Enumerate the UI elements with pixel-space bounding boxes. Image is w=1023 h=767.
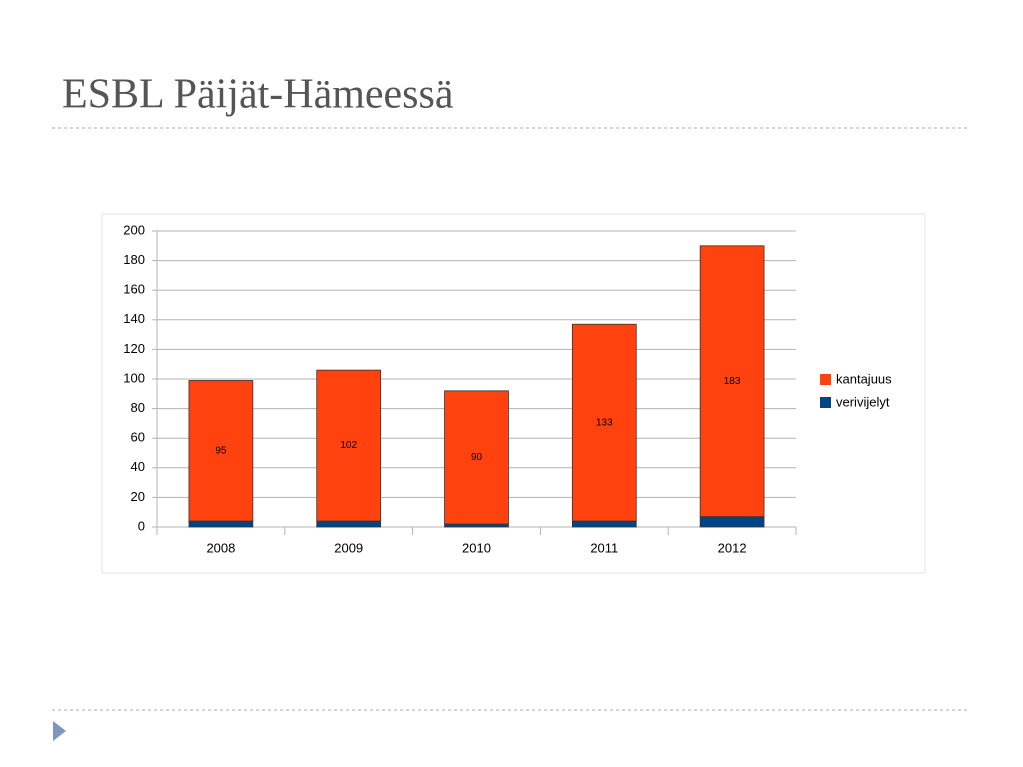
bar-segment <box>316 369 382 522</box>
y-tick-label: 20 <box>131 489 145 504</box>
y-tick-label: 100 <box>123 370 145 385</box>
x-tick-label: 2010 <box>462 540 491 555</box>
y-tick-label: 60 <box>131 430 145 445</box>
x-tick-label: 2012 <box>718 540 747 555</box>
y-tick-label: 180 <box>123 252 145 267</box>
legend-label: verivijelyt <box>836 394 890 409</box>
x-tick-label: 2008 <box>206 540 235 555</box>
legend-label: kantajuus <box>836 371 892 386</box>
data-label: 102 <box>340 440 357 451</box>
y-tick-label: 140 <box>123 311 145 326</box>
x-tick-label: 2009 <box>334 540 363 555</box>
bar-segment <box>699 245 765 518</box>
bar-segment <box>699 516 765 528</box>
bar-segment <box>444 390 509 525</box>
y-tick-label: 0 <box>138 518 145 533</box>
y-tick-label: 200 <box>123 222 145 237</box>
bullet-icon <box>53 721 66 741</box>
slide-title: ESBL Päijät-Hämeessä <box>62 72 454 118</box>
data-label: 183 <box>724 376 741 387</box>
legend-swatch <box>820 374 831 385</box>
data-label: 90 <box>471 452 483 463</box>
bar-segment <box>444 523 509 528</box>
y-tick-label: 120 <box>123 341 145 356</box>
bar-segment <box>188 380 254 522</box>
data-label: 133 <box>596 417 613 428</box>
bar-segment <box>188 520 254 528</box>
y-tick-label: 40 <box>131 459 145 474</box>
bar-segment <box>571 520 637 528</box>
y-tick-label: 160 <box>123 282 145 297</box>
x-tick-label: 2011 <box>590 540 618 555</box>
bar-segment <box>316 520 382 528</box>
legend-swatch <box>820 397 831 408</box>
data-label: 95 <box>215 445 227 456</box>
bar-segment <box>571 323 637 522</box>
y-tick-label: 80 <box>131 400 145 415</box>
